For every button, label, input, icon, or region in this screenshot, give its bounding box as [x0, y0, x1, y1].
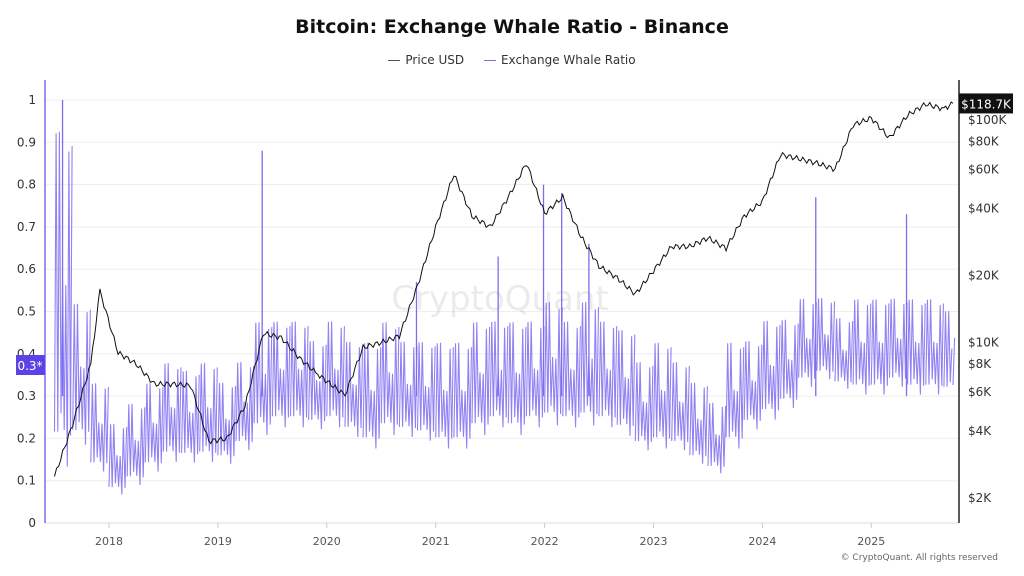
whale-current-value: 0.3* — [17, 359, 42, 373]
whale-ratio-segment — [798, 298, 817, 387]
whale-ratio-segment — [725, 342, 745, 449]
x-tick-label: 2020 — [313, 535, 341, 548]
y-left-tick: 0.6 — [17, 262, 36, 276]
whale-ratio-segment — [616, 329, 636, 436]
y-left-tick: 0.9 — [17, 135, 36, 149]
x-tick-label: 2018 — [95, 535, 123, 548]
whale-ratio-segment — [834, 318, 854, 389]
whale-ratio-segment — [199, 363, 218, 462]
whale-ratio-segment — [525, 321, 545, 428]
whale-ratio-segment — [544, 301, 563, 426]
y-right-tick: $80K — [968, 135, 1000, 149]
whale-ratio-segment — [253, 322, 273, 436]
price-usd-line — [54, 101, 954, 477]
watermark: CryptoQuant — [391, 279, 609, 319]
whale-ratio-segment — [416, 341, 436, 441]
whale-ratio-segment — [652, 342, 672, 449]
whale-ratio-segment — [344, 341, 364, 437]
whale-ratio-segment — [181, 370, 200, 463]
whale-ratio-segment — [598, 321, 618, 428]
x-tick-label: 2022 — [531, 535, 559, 548]
legend-swatch-price — [388, 59, 401, 61]
y-left-tick: 0.3 — [17, 389, 36, 403]
y-left-tick: 0.1 — [17, 474, 36, 488]
y-right-tick: $6K — [968, 385, 992, 399]
whale-ratio-segment — [870, 299, 890, 395]
whale-ratio-segment — [217, 382, 237, 464]
x-tick-label: 2021 — [422, 535, 450, 548]
whale-ratio-segment — [308, 340, 327, 430]
copyright: © CryptoQuant. All rights reserved — [840, 553, 998, 563]
y-right-tick: $100K — [968, 113, 1008, 127]
whale-ratio-segment — [580, 301, 600, 426]
chart-title: Bitcoin: Exchange Whale Ratio - Binance — [295, 16, 729, 38]
whale-ratio-segment — [108, 423, 128, 495]
price-current-badge — [959, 93, 1013, 114]
y-left-tick: 0.5 — [17, 305, 36, 319]
x-tick-label: 2025 — [857, 535, 885, 548]
y-right-tick: $2K — [968, 491, 992, 505]
whale-ratio-segment — [888, 298, 908, 387]
x-tick-label: 2023 — [640, 535, 668, 548]
whale-ratio-segment — [852, 299, 872, 395]
whale-ratio-segment — [453, 342, 473, 449]
whale-ratio-segment — [398, 341, 418, 437]
x-tick-label: 2019 — [204, 535, 232, 548]
whale-ratio-segment — [362, 342, 382, 449]
whale-ratio-segment — [671, 362, 690, 451]
whale-ratio-segment — [126, 403, 146, 485]
legend-label-whale: Exchange Whale Ratio — [500, 53, 636, 68]
legend-item-whale[interactable]: Exchange Whale Ratio — [483, 53, 636, 68]
price-current-value: $118.7K — [961, 97, 1012, 111]
whale-ratio-segment — [72, 303, 91, 445]
whale-current-badge — [16, 355, 45, 375]
y-right-tick: $60K — [968, 162, 1000, 176]
whale-ratio-segment — [380, 322, 400, 436]
whale-ratio-segment — [162, 363, 182, 462]
y-left-tick: 0.2 — [17, 431, 36, 445]
whale-ratio-segment — [326, 321, 345, 428]
whale-ratio-segment — [90, 383, 109, 472]
whale-ratio-segment — [471, 322, 491, 436]
x-tick-label: 2024 — [748, 535, 776, 548]
whale-ratio-segment — [489, 321, 509, 428]
whale-ratio-segment — [507, 322, 527, 436]
whale-ratio-segment — [707, 402, 727, 474]
legend-swatch-whale — [483, 59, 496, 61]
y-right-tick: $8K — [968, 357, 992, 371]
whale-ratio-segment — [943, 311, 953, 387]
y-right-tick: $20K — [968, 269, 1000, 283]
legend: Price USD Exchange Whale Ratio — [0, 50, 1024, 67]
whale-ratio-segment — [435, 342, 454, 449]
whale-ratio-segment — [689, 382, 708, 464]
whale-ratio-segment — [562, 321, 581, 428]
whale-ratio-segment — [907, 299, 926, 395]
y-left-tick: 0.8 — [17, 178, 36, 192]
y-right-tick: $10K — [968, 336, 1000, 350]
whale-ratio-segment — [761, 320, 781, 420]
legend-label-price: Price USD — [405, 53, 465, 68]
whale-ratio-segment — [743, 340, 763, 430]
whale-ratio-segment — [816, 297, 836, 380]
y-left-tick: 0.7 — [17, 220, 36, 234]
whale-ratio-segment — [780, 319, 799, 409]
whale-ratio-segment — [144, 383, 164, 472]
legend-item-price[interactable]: Price USD — [388, 53, 464, 67]
whale-ratio-segment — [235, 362, 255, 451]
whale-ratio-segment — [634, 362, 654, 451]
whale-ratio-segment — [289, 321, 309, 428]
whale-ratio-segment — [53, 131, 73, 467]
whale-ratio-segment — [925, 299, 944, 395]
y-right-tick: $40K — [968, 202, 1000, 216]
y-left-tick: 0 — [28, 516, 36, 530]
whale-ratio-segment — [952, 337, 956, 386]
whale-ratio-segment — [271, 321, 291, 428]
y-right-tick: $4K — [968, 424, 992, 438]
y-left-tick: 1 — [28, 93, 36, 107]
